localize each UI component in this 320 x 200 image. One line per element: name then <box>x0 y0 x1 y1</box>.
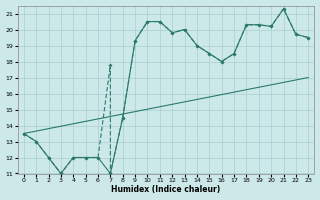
X-axis label: Humidex (Indice chaleur): Humidex (Indice chaleur) <box>111 185 221 194</box>
